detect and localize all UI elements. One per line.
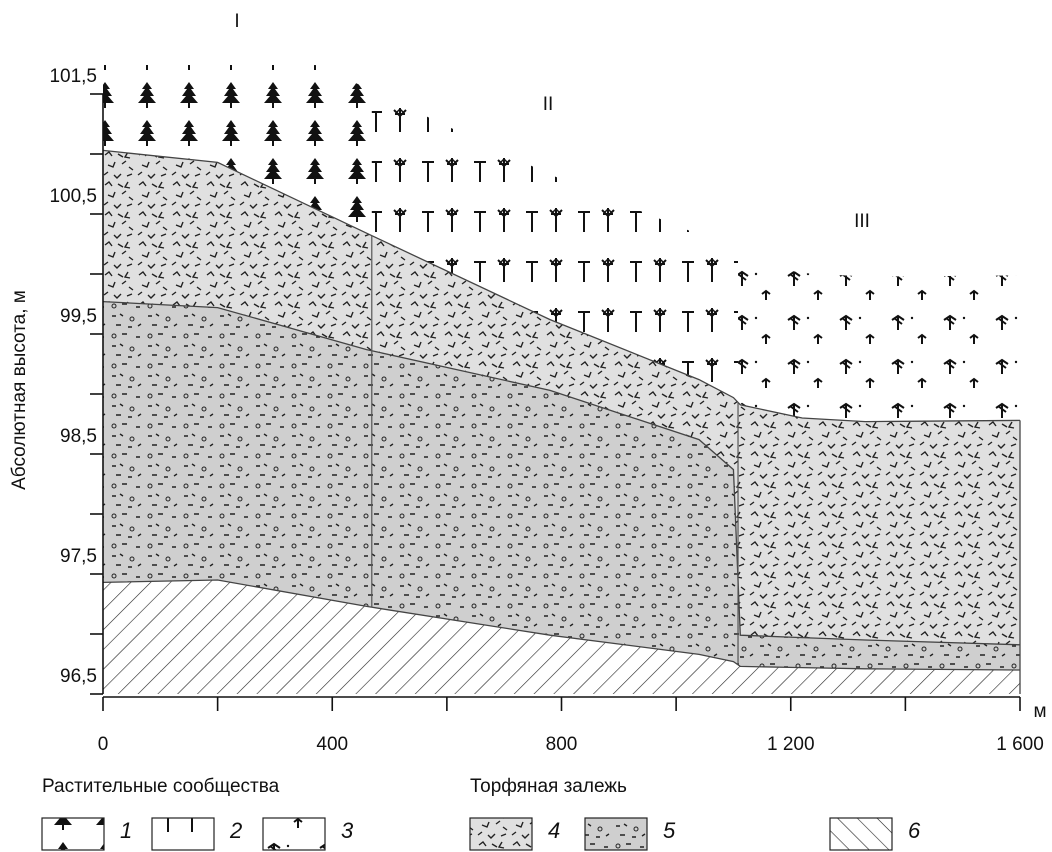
legend-label: 2: [229, 818, 242, 843]
legend-swatch: [41, 817, 105, 851]
legend-label: 5: [663, 818, 676, 843]
vegetation-zone: [103, 65, 372, 236]
legend-label: 3: [341, 818, 354, 843]
y-tick-label: 100,5: [49, 186, 97, 207]
legend-label: 1: [120, 818, 132, 843]
legend-swatch: [262, 817, 326, 851]
layer-fill: [103, 150, 1020, 645]
x-tick-label: 1 600: [996, 734, 1044, 755]
vegetation-zone: [738, 257, 1020, 422]
legend-swatch: [829, 817, 893, 851]
x-tick-label: 0: [98, 734, 109, 755]
y-axis-label: Абсолютная высота, м: [9, 290, 30, 490]
legend-label: 4: [548, 818, 560, 843]
x-tick-label: 800: [546, 734, 578, 755]
layer-boundary: [102, 149, 1021, 423]
vegetation-zone: [371, 90, 739, 403]
y-tick-label: 101,5: [49, 66, 97, 87]
layer-boundary: [102, 579, 1021, 671]
legend-title: Торфяная залежь: [470, 776, 627, 797]
zone-label: I: [234, 11, 239, 32]
x-tick-label: 400: [316, 734, 348, 755]
x-tick-label: 1 200: [767, 734, 815, 755]
legend-label: 6: [908, 818, 921, 843]
y-tick-label: 97,5: [60, 546, 97, 567]
legend-swatch: [584, 817, 648, 851]
y-tick-label: 98,5: [60, 426, 97, 447]
y-tick-label: 99,5: [60, 306, 97, 327]
layer-boundary: [102, 300, 1021, 646]
layer-fill: [103, 301, 1020, 670]
legend-swatch: [151, 817, 215, 851]
y-tick-label: 96,5: [60, 666, 97, 687]
legend-title: Растительные сообщества: [42, 776, 280, 797]
zone-label: II: [543, 94, 554, 115]
x-unit: м: [1033, 701, 1046, 722]
zone-label: III: [854, 211, 870, 232]
legend-swatch: [469, 817, 533, 851]
